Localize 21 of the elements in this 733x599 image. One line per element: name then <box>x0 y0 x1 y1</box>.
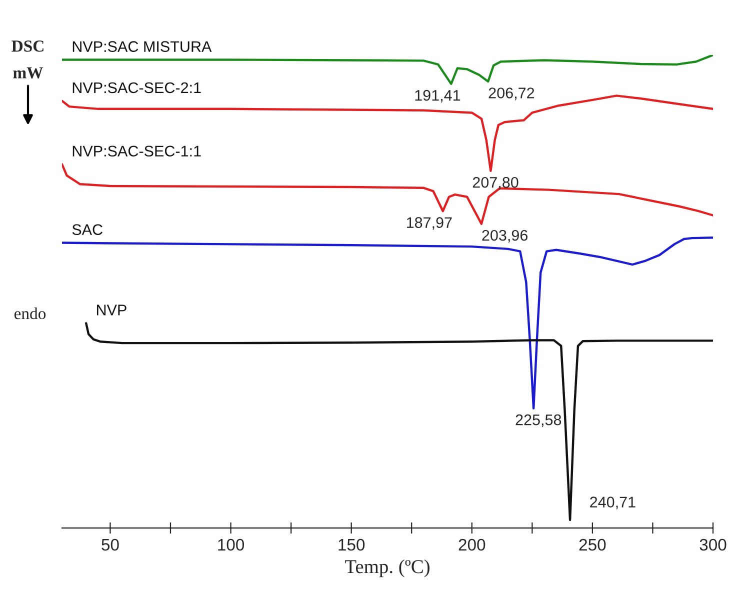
annotation: 207,80 <box>472 176 518 190</box>
annotation: 206,72 <box>488 88 534 100</box>
x-axis-title: Temp. (ºC) <box>345 560 430 578</box>
annotation: 225,58 <box>516 414 562 428</box>
x-tick-label: 50 <box>102 538 119 551</box>
x-tick-label: 150 <box>338 538 365 551</box>
series-label: NVP:SAC-SEC-2:1 <box>72 82 201 94</box>
annotation: 191,41 <box>415 90 460 103</box>
text: endo <box>14 307 46 320</box>
series-label: SAC <box>72 224 102 236</box>
series-label: NVP:SAC-SEC-1:1 <box>72 146 201 157</box>
series-label: NVP <box>97 304 126 316</box>
annotation: 203,96 <box>482 230 528 243</box>
x-tick-label: 100 <box>218 538 244 551</box>
series-label: NVP:SAC MISTURA <box>72 41 212 52</box>
x-tick-label: 200 <box>458 538 486 551</box>
y-axis-title: DSC mW <box>12 40 44 78</box>
x-tick-label: 300 <box>700 538 726 551</box>
annotation: 187,97 <box>406 217 452 230</box>
x-tick-label: 250 <box>579 538 606 551</box>
annotation: 240,71 <box>590 496 636 510</box>
